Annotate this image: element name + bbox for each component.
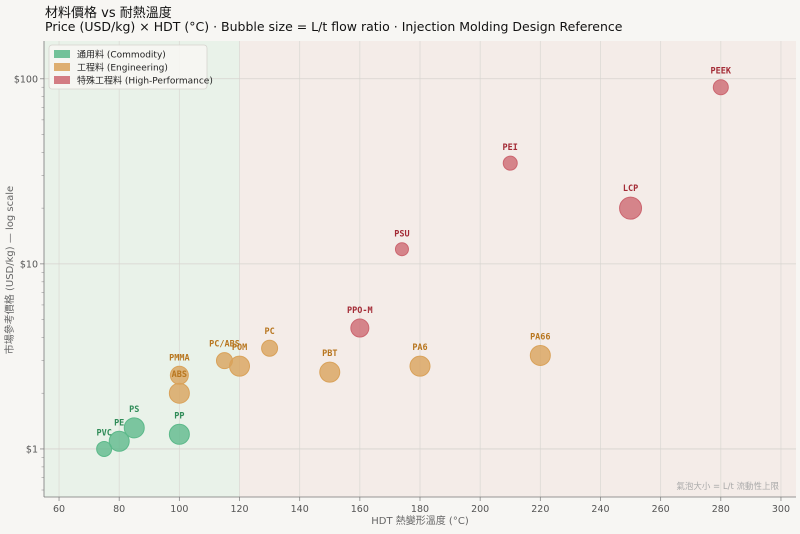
bubble-size-note: 氣泡大小 = L/t 流動性上限 bbox=[676, 481, 779, 492]
point-label-pvc: PVC bbox=[96, 428, 111, 438]
y-tick-label: $100 bbox=[14, 74, 38, 85]
legend-entry: 通用料 (Commodity) bbox=[77, 49, 166, 61]
point-label-psu: PSU bbox=[394, 230, 409, 240]
bubble-ps bbox=[123, 417, 145, 439]
legend-entry: 特殊工程料 (High-Performance) bbox=[77, 75, 213, 87]
x-tick-label: 280 bbox=[712, 504, 730, 515]
bubble-pei bbox=[502, 155, 518, 171]
bubble-lcp bbox=[619, 196, 643, 220]
x-tick-label: 160 bbox=[351, 504, 369, 515]
bubble-pc bbox=[261, 339, 279, 357]
x-tick-label: 300 bbox=[772, 504, 790, 515]
x-tick-label: 200 bbox=[471, 504, 489, 515]
engineering-zone bbox=[239, 41, 796, 497]
bubble-peek bbox=[712, 79, 729, 96]
point-label-pom: POM bbox=[232, 343, 247, 353]
point-label-pbt: PBT bbox=[322, 349, 337, 359]
point-label-pp: PP bbox=[174, 411, 184, 421]
bubble-pe bbox=[108, 430, 130, 452]
point-label-abs: ABS bbox=[172, 370, 187, 380]
bubble-ppo-m bbox=[350, 318, 370, 338]
point-label-lcp: LCP bbox=[623, 184, 638, 194]
x-tick-label: 60 bbox=[53, 504, 65, 515]
point-label-pa66: PA66 bbox=[530, 332, 550, 342]
chart-subtitle: Price (USD/kg) × HDT (°C) · Bubble size … bbox=[45, 19, 623, 34]
y-tick-label: $10 bbox=[20, 259, 38, 270]
point-label-pei: PEI bbox=[503, 143, 518, 153]
point-label-pmma: PMMA bbox=[169, 353, 189, 363]
point-label-peek: PEEK bbox=[711, 67, 732, 77]
legend-swatch bbox=[54, 76, 70, 84]
point-label-pa6: PA6 bbox=[412, 343, 427, 353]
x-tick-label: 140 bbox=[291, 504, 309, 515]
x-tick-label: 180 bbox=[411, 504, 429, 515]
point-label-pc: PC bbox=[264, 327, 274, 337]
x-tick-label: 260 bbox=[652, 504, 670, 515]
bubble-abs bbox=[168, 382, 190, 404]
point-label-ps: PS bbox=[129, 405, 139, 415]
legend-box bbox=[48, 44, 208, 90]
legend-swatch bbox=[54, 63, 70, 71]
bubble-pvc bbox=[96, 440, 113, 457]
bubble-pom bbox=[229, 355, 251, 377]
bubble-pa6 bbox=[409, 355, 431, 377]
legend: 通用料 (Commodity)工程料 (Engineering)特殊工程料 (H… bbox=[48, 44, 213, 90]
legend-entry: 工程料 (Engineering) bbox=[77, 62, 168, 74]
point-label-ppo-m: PPO-M bbox=[347, 306, 373, 316]
bubble-pa66 bbox=[529, 344, 551, 366]
bubble-pbt bbox=[319, 361, 341, 383]
y-axis-label: 市場參考價格 (USD/kg) — log scale bbox=[3, 186, 16, 354]
point-label-pc-abs: PC/ABS bbox=[209, 340, 240, 350]
x-tick-label: 120 bbox=[230, 504, 248, 515]
x-axis-label: HDT 熱變形溫度 (°C) bbox=[371, 514, 469, 527]
x-tick-label: 100 bbox=[170, 504, 188, 515]
x-tick-label: 220 bbox=[531, 504, 549, 515]
y-tick-label: $1 bbox=[26, 444, 38, 455]
point-label-pe: PE bbox=[114, 418, 124, 428]
bubble-pp bbox=[168, 423, 190, 445]
x-tick-label: 80 bbox=[113, 504, 125, 515]
chart-title: 材料價格 vs 耐熱溫度 bbox=[45, 5, 172, 21]
legend-swatch bbox=[54, 50, 70, 58]
plot-area: 60 80 100 120 140 160 180 200 220 240 260 280 300 $1 $… bbox=[14, 41, 796, 515]
x-tick-label: 240 bbox=[591, 504, 609, 515]
bubble-psu bbox=[394, 242, 409, 257]
